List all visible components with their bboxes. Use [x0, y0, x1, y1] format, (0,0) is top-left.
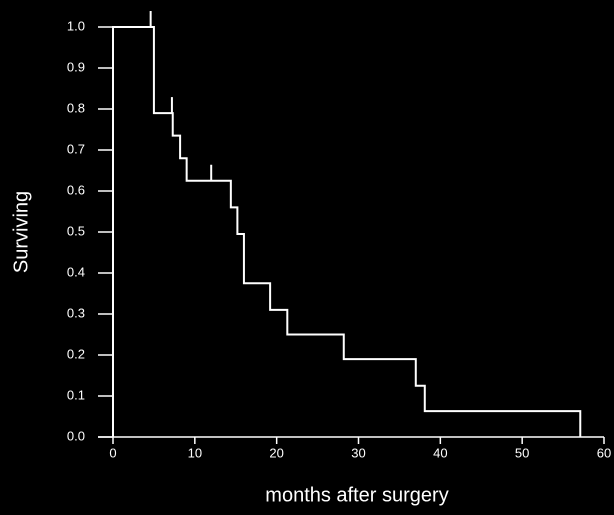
y-tick-label: 0.9 — [67, 59, 85, 74]
y-tick-label: 0.4 — [67, 264, 85, 279]
y-axis-title: Surviving — [10, 191, 32, 273]
y-tick-label: 0.6 — [67, 182, 85, 197]
x-tick-label: 50 — [515, 445, 529, 460]
y-tick-label: 0.3 — [67, 305, 85, 320]
x-tick-label: 10 — [188, 445, 202, 460]
x-tick-label: 0 — [109, 445, 116, 460]
y-tick-label: 0.1 — [67, 387, 85, 402]
x-tick-label: 30 — [351, 445, 365, 460]
x-tick-label: 20 — [269, 445, 283, 460]
survival-curve — [112, 26, 582, 437]
y-tick-label: 0.7 — [67, 141, 85, 156]
y-tick-label: 0.0 — [67, 428, 85, 443]
x-tick-label: 40 — [433, 445, 447, 460]
y-tick-label: 0.5 — [67, 223, 85, 238]
x-tick-label: 60 — [597, 445, 611, 460]
y-tick-label: 0.2 — [67, 346, 85, 361]
x-axis-title: months after surgery — [265, 484, 448, 506]
y-tick-label: 0.8 — [67, 100, 85, 115]
y-tick-label: 1.0 — [67, 18, 85, 33]
